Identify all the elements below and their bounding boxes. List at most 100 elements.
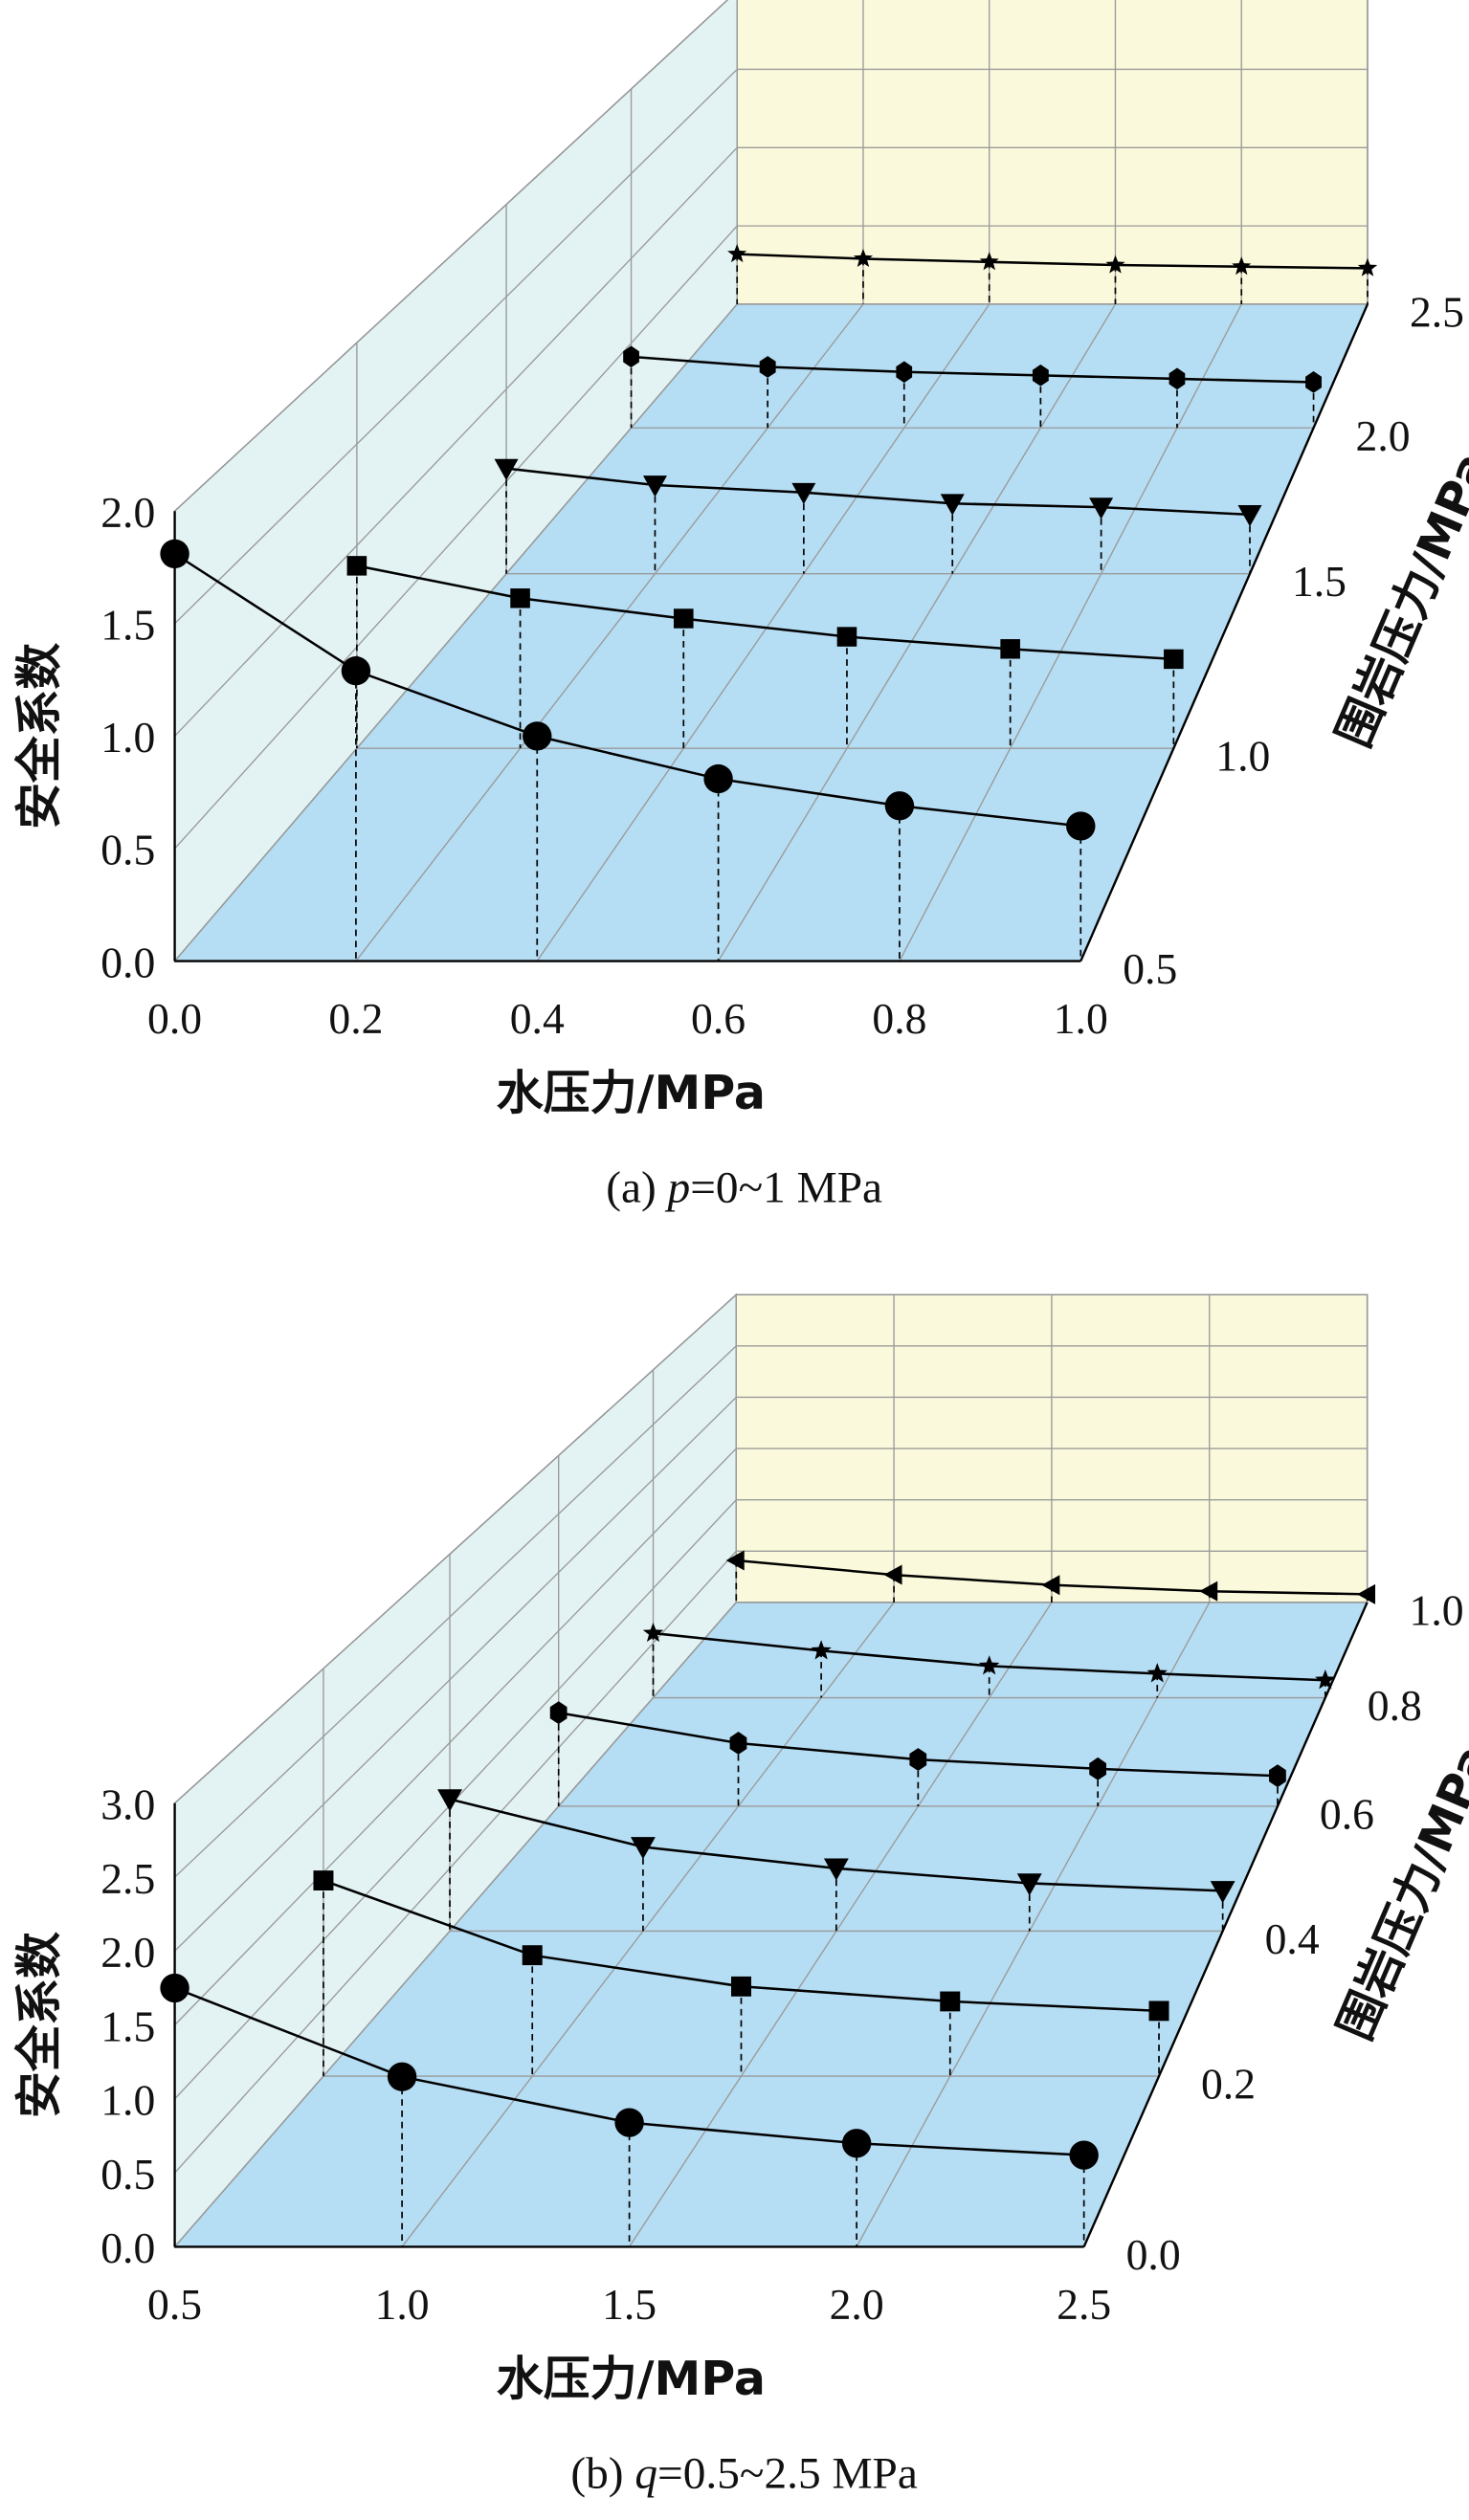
marker-star: [642, 1622, 664, 1643]
marker-star: [727, 244, 747, 263]
marker-triangle-down: [940, 494, 965, 516]
depth-tick-label: 0.5: [1123, 944, 1177, 993]
marker-star: [1146, 1663, 1168, 1683]
marker-square: [731, 1976, 751, 1997]
floor: [174, 1602, 1368, 2247]
marker-square: [313, 1870, 334, 1890]
marker-circle: [1069, 2140, 1099, 2170]
marker-circle: [884, 791, 915, 821]
y-tick-label: 3.0: [100, 1780, 155, 1829]
x-tick-label: 0.5: [147, 2280, 202, 2329]
grid-line: [174, 68, 738, 625]
series-0.6: [549, 1701, 1286, 1806]
grid-line: [174, 225, 738, 850]
grid-line: [174, 146, 738, 737]
x-axis-label: 水压力/MPa: [497, 1066, 766, 1120]
y-axis-label: 安全系数: [11, 1932, 66, 2118]
marker-triangle-left: [1199, 1581, 1218, 1602]
x-tick-label: 1.5: [602, 2280, 657, 2329]
marker-circle: [387, 2062, 417, 2091]
marker-triangle-down: [791, 482, 816, 505]
marker-star: [978, 1655, 1000, 1675]
marker-circle: [523, 721, 552, 751]
marker-square: [510, 588, 530, 608]
grid-line: [174, 1448, 737, 2026]
depth-axis-label: 围岩压力/MPa: [1326, 445, 1469, 755]
chart-b: 0.5 1.0 1.5 2.0 2.5 0.0 0.5 1.0 1.5 2.0 2.5 3.0 0.0 0…: [11, 1293, 1469, 2499]
marker-triangle-down: [494, 458, 519, 481]
depth-tick-label: 0.0: [1126, 2230, 1181, 2279]
marker-circle: [841, 2129, 872, 2158]
depth-axis: [1082, 1602, 1369, 2247]
marker-star: [1232, 256, 1252, 276]
marker-triangle-left: [1041, 1575, 1060, 1596]
y-tick-label: 0.0: [100, 2223, 155, 2272]
grid-line: [536, 303, 990, 962]
marker-triangle-down: [437, 1789, 462, 1812]
y-tick-label: 2.0: [100, 1928, 155, 1977]
y-tick-label: 1.0: [100, 2076, 155, 2125]
grid-line: [718, 303, 1117, 962]
grid-line: [629, 1602, 1053, 2247]
caption-variable: p: [665, 1163, 691, 1213]
marker-circle: [160, 539, 189, 568]
marker-star: [1315, 1669, 1336, 1690]
x-tick-label: 2.5: [1057, 2280, 1111, 2329]
depth-tick-label: 1.0: [1410, 1586, 1464, 1635]
x-tick-label: 0.2: [328, 994, 383, 1043]
x-axis-label: 水压力/MPa: [497, 2352, 766, 2406]
x-tick-label: 1.0: [1054, 994, 1108, 1043]
series-line: [505, 467, 1250, 517]
marker-hexagon: [909, 1748, 927, 1772]
marker-square: [522, 1945, 543, 1966]
caption-rest: =0~1 MPa: [690, 1163, 882, 1213]
y-tick-label: 1.5: [100, 601, 155, 650]
grid-line: [899, 303, 1242, 962]
marker-triangle-down: [1210, 1881, 1235, 1904]
grid-line: [401, 1602, 895, 2247]
grid-line: [174, 1293, 737, 1804]
depth-tick-label: 0.6: [1320, 1790, 1374, 1839]
caption-prefix: (b): [570, 2449, 634, 2499]
marker-triangle-down: [1237, 505, 1262, 527]
chart-a: 0.0 0.2 0.4 0.6 0.8 1.0 0.0 0.5 1.0 1.5 2.0 0.5 1.0 1…: [11, 0, 1469, 1212]
series-1.0: [725, 1550, 1376, 1604]
y-tick-label: 0.5: [100, 826, 155, 874]
marker-triangle-left: [725, 1550, 745, 1571]
marker-square: [1164, 649, 1184, 670]
y-tick-label: 1.5: [100, 2002, 155, 2051]
grid-line: [174, 303, 738, 962]
marker-star: [979, 252, 999, 271]
y-tick-label: 2.0: [100, 488, 155, 537]
marker-circle: [160, 1973, 189, 2003]
marker-star: [1357, 257, 1378, 276]
marker-circle: [1066, 811, 1096, 841]
marker-hexagon: [1089, 1757, 1106, 1780]
marker-triangle-down: [1016, 1873, 1042, 1896]
y-tick-label: 2.5: [100, 1854, 155, 1903]
x-tick-label: 2.0: [830, 2280, 884, 2329]
series-0.0: [160, 1973, 1099, 2247]
marker-square: [1000, 639, 1020, 659]
series-0.8: [642, 1622, 1336, 1698]
marker-square: [673, 608, 694, 629]
series-2.0: [623, 345, 1322, 429]
depth-axis: [1079, 303, 1369, 962]
marker-hexagon: [1169, 367, 1186, 390]
marker-square: [836, 627, 857, 647]
caption-rest: =0.5~2.5 MPa: [657, 2449, 918, 2499]
series-line: [737, 253, 1369, 270]
series-0.5: [160, 539, 1096, 962]
series-line: [631, 355, 1314, 384]
marker-triangle-down: [642, 475, 667, 497]
depth-tick-label: 0.8: [1368, 1681, 1422, 1730]
caption: (a) p=0~1 MPa: [606, 1163, 882, 1213]
x-tick-label: 0.6: [691, 994, 746, 1043]
series-2.5: [727, 244, 1378, 304]
floor: [174, 303, 1369, 962]
y-tick-label: 0.5: [100, 2150, 155, 2199]
grid-line: [174, 1345, 737, 1878]
depth-tick-label: 2.0: [1356, 411, 1411, 460]
x-tick-label: 0.8: [872, 994, 926, 1043]
marker-hexagon: [1305, 371, 1322, 393]
